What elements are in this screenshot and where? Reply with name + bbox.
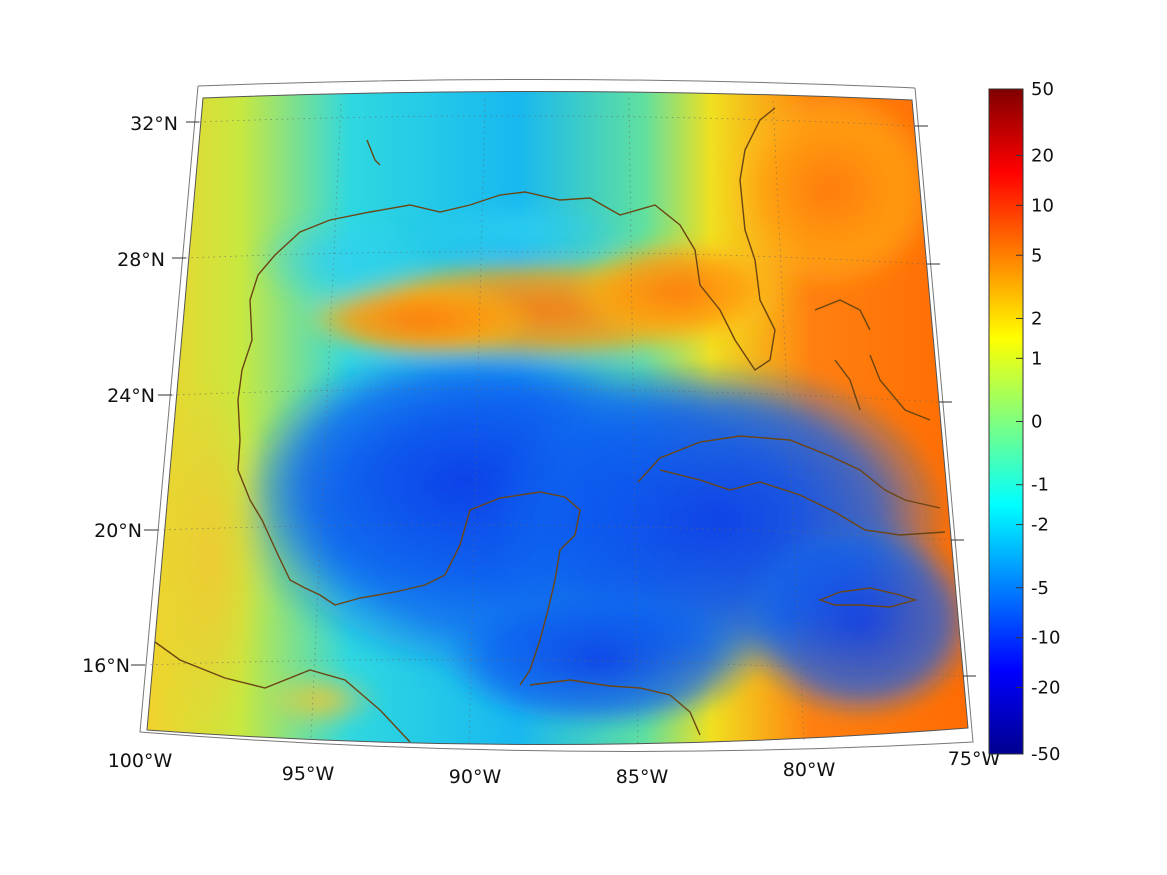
map-frame	[146, 90, 969, 746]
map-frame-outer	[139, 85, 974, 752]
data-field	[147, 91, 968, 745]
graticule	[144, 97, 964, 747]
colorbar-tick-label: -2	[1031, 515, 1049, 536]
colorbar-tick-label: -5	[1031, 578, 1049, 599]
colorbar-tick-label: 2	[1031, 308, 1042, 329]
lat-label-24: 24°N	[107, 385, 155, 407]
lat-label-32: 32°N	[130, 113, 178, 135]
colorbar-tick-label: -50	[1031, 744, 1060, 765]
colorbar-tick-label: 5	[1031, 245, 1042, 266]
lat-label-28: 28°N	[117, 249, 165, 271]
lat-label-16: 16°N	[82, 655, 130, 677]
colorbar-tick-label: -10	[1031, 628, 1060, 649]
colorbar-tick-label: -20	[1031, 678, 1060, 699]
coastlines	[154, 107, 946, 743]
colorbar-tick-label: 1	[1031, 348, 1042, 369]
lon-label-85: 85°W	[616, 766, 669, 788]
lon-label-75: 75°W	[948, 748, 1001, 770]
lat-ticks	[131, 121, 976, 677]
lon-label-100: 100°W	[108, 750, 173, 772]
colorbar-tick-label: 10	[1031, 195, 1054, 216]
lat-label-20: 20°N	[94, 520, 142, 542]
map-frame-top	[197, 78, 916, 89]
lon-label-90: 90°W	[449, 766, 502, 788]
lon-label-80: 80°W	[783, 759, 836, 781]
colorbar-tick-label: -1	[1031, 475, 1049, 496]
colorbar-tick-label: 0	[1031, 412, 1042, 433]
colorbar-tick-label: 20	[1031, 146, 1054, 167]
colorbar-tick-label: 50	[1031, 79, 1054, 100]
lon-label-95: 95°W	[282, 763, 335, 785]
